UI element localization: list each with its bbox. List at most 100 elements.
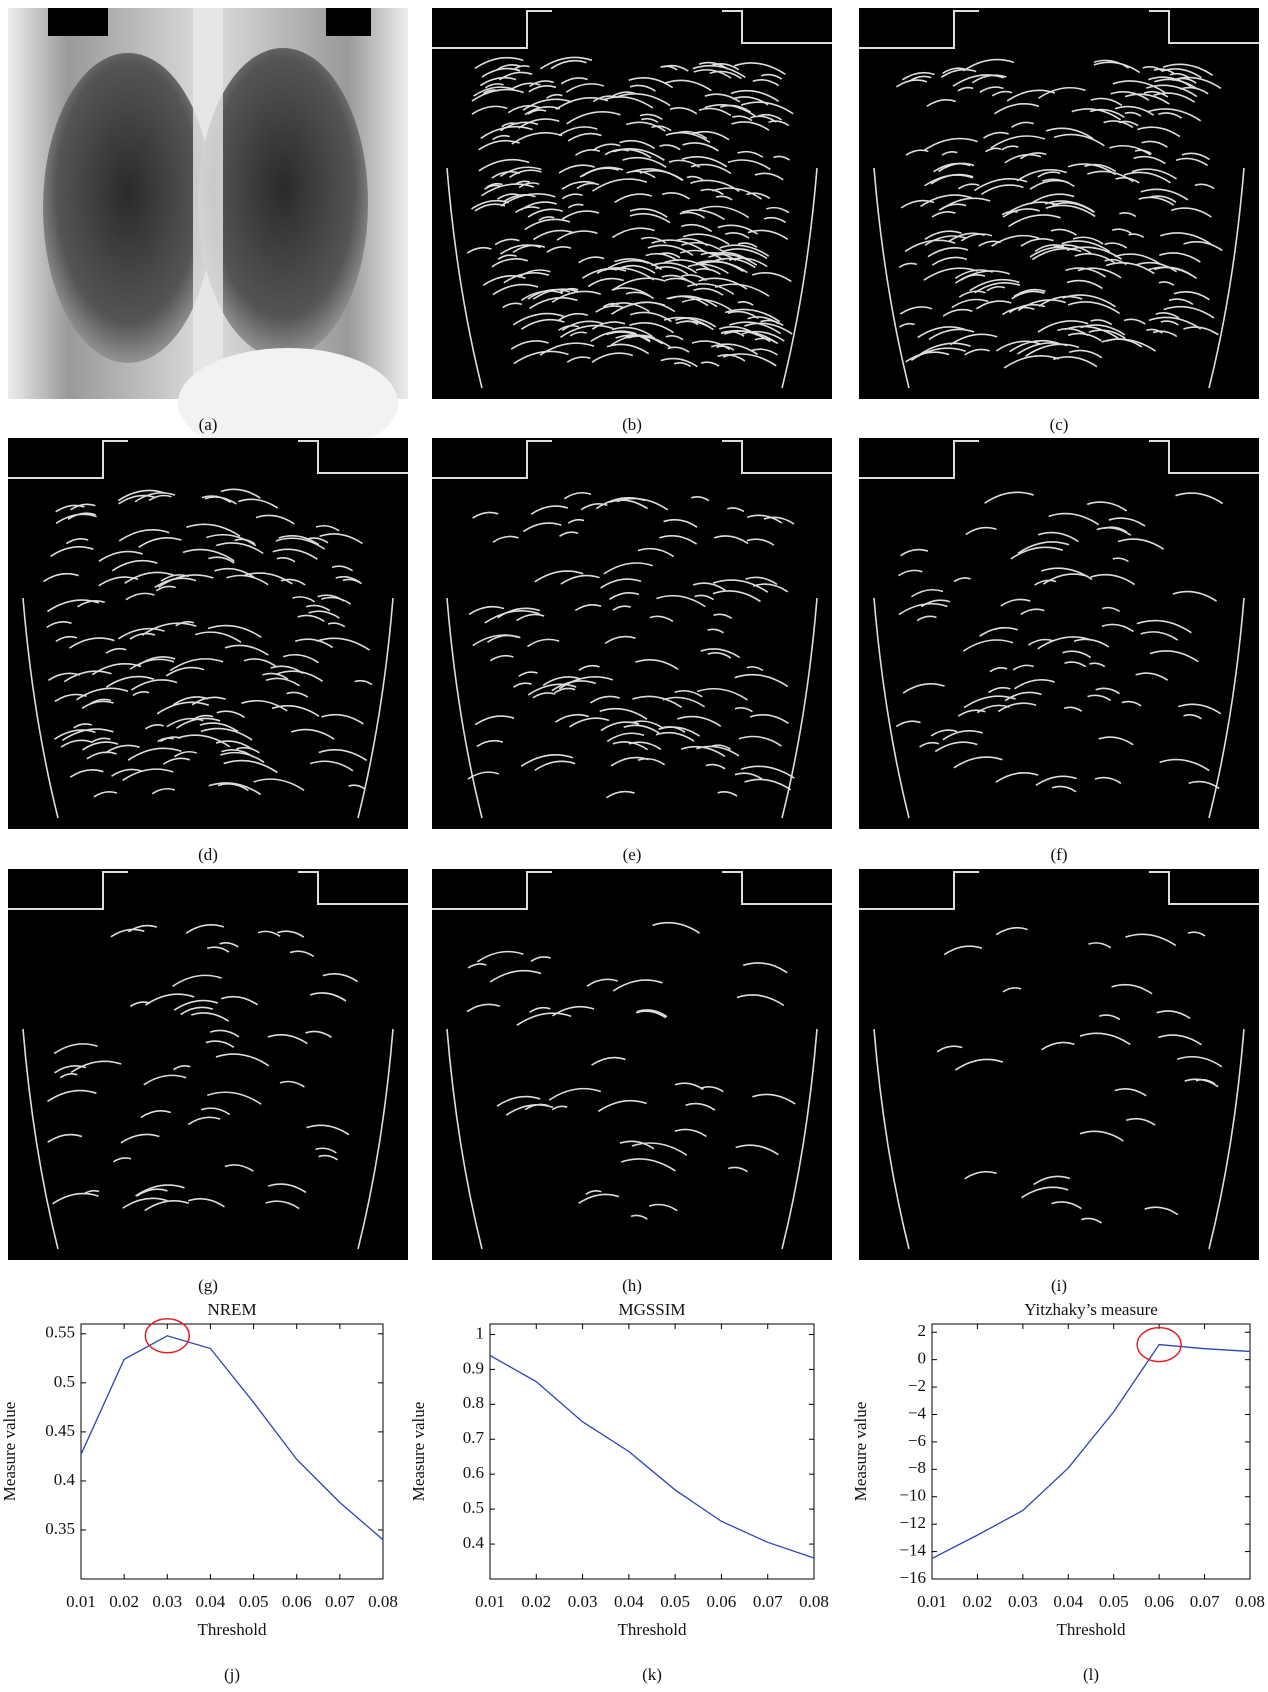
edge [191,696,226,706]
edge [727,310,759,319]
edge [1088,942,1112,949]
edge [680,223,713,233]
edge [611,326,653,337]
edge [1136,619,1192,634]
y-tick-label: 0.8 [463,1393,484,1412]
edge-map [859,438,1259,829]
edge [746,192,771,200]
edge [46,621,72,629]
edge [673,361,692,368]
edge [317,594,345,602]
edge [270,665,304,675]
edge [558,164,595,174]
edge [599,267,655,281]
edge [220,995,258,1006]
edge [1008,214,1061,228]
edge [693,69,732,79]
edge [539,342,595,356]
edge [476,950,524,963]
edge [52,1192,99,1205]
edge [911,588,944,598]
edge [1146,328,1163,334]
x-tick-label: 0.08 [799,1592,829,1611]
edge [322,973,359,983]
edge [500,244,541,255]
edge [700,251,737,262]
edge [1105,262,1155,275]
edge [1064,325,1119,339]
edge [578,256,605,264]
panel-label: (e) [623,845,642,864]
edge [513,350,569,365]
edge [226,574,269,586]
highlight-circle [144,1318,191,1354]
edge [619,1140,655,1150]
edge [1121,700,1142,707]
edge [1081,1217,1103,1224]
axes-box [931,1323,1251,1580]
edge [479,76,517,87]
edge [127,924,158,933]
edge [649,615,674,623]
edge [136,1188,168,1197]
edge [578,664,600,672]
edge [1177,703,1222,715]
edge [625,291,655,300]
edge [900,548,929,557]
edge [129,658,175,670]
edge [1072,236,1104,245]
edge [727,159,771,171]
edge [498,71,533,81]
edge-map [859,869,1259,1260]
edge [606,732,645,743]
edge [567,203,584,209]
edge [931,210,956,218]
edge [1065,267,1107,278]
edge [173,750,197,758]
edge [55,504,85,513]
chart-title: MGSSIM [618,1300,685,1319]
y-tick-label: −2 [908,1376,926,1395]
edge [1027,638,1054,646]
edge [1158,1034,1202,1046]
x-tick-label: 0.05 [660,1592,690,1611]
edge [611,301,666,315]
y-tick-label: −8 [908,1458,926,1477]
edge [651,125,672,132]
edge [551,680,597,692]
edge [926,99,957,107]
edge [180,1006,214,1016]
edge [275,537,326,550]
edge [1124,93,1170,105]
edge [286,691,309,698]
edge [599,707,648,720]
edge [257,930,281,937]
edge [1037,320,1089,333]
edge [665,131,711,144]
edge [530,956,551,962]
edge [1143,90,1169,98]
edge [898,602,948,616]
edge [267,1183,307,1194]
edge [629,84,656,92]
edge [691,496,710,502]
edge [645,252,679,262]
edge [1014,679,1056,690]
edge [1004,691,1042,702]
edge [1064,661,1087,668]
edge [604,635,636,645]
edge [520,318,565,330]
edge [1068,349,1103,359]
edge [727,507,745,513]
edge [603,96,654,109]
edge [749,714,789,725]
edge [206,946,230,953]
edge [509,169,542,179]
edge [520,290,564,301]
edge [105,675,155,688]
edge [446,597,483,819]
edge [321,713,364,725]
edge [641,117,659,124]
edge [50,546,94,558]
edge [224,644,269,656]
